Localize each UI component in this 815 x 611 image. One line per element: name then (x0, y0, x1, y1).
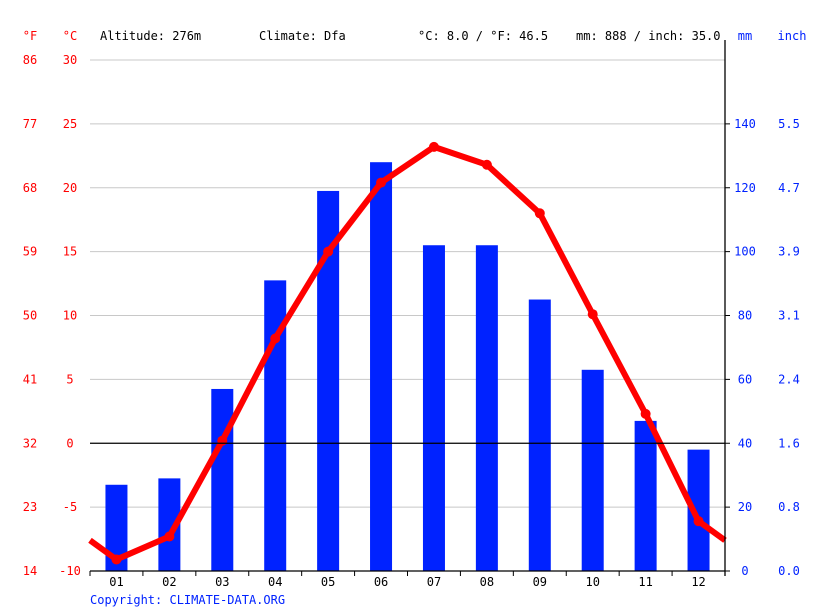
precipitation-bar-08 (475, 245, 498, 572)
temperature-point-02 (164, 531, 175, 542)
celsius-tick-label: -10 (59, 564, 81, 578)
fahrenheit-tick-label: 41 (23, 372, 37, 386)
precipitation-bar-12 (687, 449, 710, 571)
mm-tick-label: 100 (734, 245, 756, 259)
altitude-label: Altitude: 276m (100, 29, 201, 43)
month-label: 11 (638, 575, 652, 589)
month-label: 02 (162, 575, 176, 589)
celsius-tick-label: 5 (66, 372, 73, 386)
celsius-tick-label: 10 (63, 309, 77, 323)
month-label: 04 (268, 575, 282, 589)
temperature-point-03 (217, 435, 228, 446)
copyright-link[interactable]: Copyright: CLIMATE-DATA.ORG (90, 593, 285, 607)
precipitation-bar-10 (581, 369, 604, 571)
month-label: 01 (109, 575, 123, 589)
fahrenheit-tick-label: 14 (23, 564, 37, 578)
climate-label: Climate: Dfa (259, 29, 346, 43)
precip-total-label: mm: 888 / inch: 35.0 (576, 29, 721, 43)
fahrenheit-tick-label: 32 (23, 436, 37, 450)
inch-tick-label: 3.1 (778, 309, 800, 323)
temperature-point-04 (270, 333, 281, 344)
precipitation-bar-07 (422, 245, 445, 572)
month-label: 06 (374, 575, 388, 589)
mm-tick-label: 40 (738, 436, 752, 450)
fahrenheit-unit-label: °F (23, 29, 37, 43)
celsius-tick-label: 30 (63, 53, 77, 67)
temperature-line (88, 143, 727, 563)
mm-tick-label: 120 (734, 181, 756, 195)
temperature-point-07 (428, 141, 439, 152)
month-label: 07 (427, 575, 441, 589)
month-label: 05 (321, 575, 335, 589)
avg-temp-label: °C: 8.0 / °F: 46.5 (418, 29, 548, 43)
temperature-point-06 (376, 177, 387, 188)
celsius-tick-label: 25 (63, 117, 77, 131)
fahrenheit-tick-label: 77 (23, 117, 37, 131)
temperature-point-10 (587, 309, 598, 320)
celsius-tick-label: 20 (63, 181, 77, 195)
fahrenheit-tick-label: 23 (23, 500, 37, 514)
precipitation-bar-02 (158, 478, 181, 571)
temperature-point-11 (640, 408, 651, 419)
month-label: 08 (480, 575, 494, 589)
precipitation-bar-09 (528, 299, 551, 571)
mm-tick-label: 140 (734, 117, 756, 131)
inch-tick-label: 2.4 (778, 372, 800, 386)
precipitation-bar-06 (370, 162, 393, 571)
celsius-unit-label: °C (63, 29, 77, 43)
precipitation-bar-01 (105, 484, 128, 571)
celsius-tick-label: 15 (63, 245, 77, 259)
precipitation-bar-11 (634, 420, 657, 571)
celsius-tick-label: 0 (66, 436, 73, 450)
temperature-point-01 (111, 554, 122, 565)
temperature-point-09 (534, 208, 545, 219)
fahrenheit-tick-label: 50 (23, 309, 37, 323)
mm-tick-label: 80 (738, 309, 752, 323)
inch-tick-label: 4.7 (778, 181, 800, 195)
month-label: 12 (691, 575, 705, 589)
temperature-point-08 (481, 159, 492, 170)
mm-tick-label: 60 (738, 372, 752, 386)
inch-tick-label: 0.8 (778, 500, 800, 514)
mm-tick-label: 20 (738, 500, 752, 514)
inch-tick-label: 0.0 (778, 564, 800, 578)
month-label: 10 (585, 575, 599, 589)
precipitation-bar-05 (317, 190, 340, 571)
inch-unit-label: inch (778, 29, 807, 43)
mm-tick-label: 0 (741, 564, 748, 578)
month-label: 03 (215, 575, 229, 589)
fahrenheit-tick-label: 59 (23, 245, 37, 259)
temperature-point-12 (693, 516, 704, 527)
celsius-tick-label: -5 (63, 500, 77, 514)
month-label: 09 (533, 575, 547, 589)
fahrenheit-tick-label: 86 (23, 53, 37, 67)
inch-tick-label: 5.5 (778, 117, 800, 131)
fahrenheit-tick-label: 68 (23, 181, 37, 195)
precipitation-bar-03 (211, 388, 234, 571)
temperature-point-05 (323, 246, 334, 257)
inch-tick-label: 3.9 (778, 245, 800, 259)
inch-tick-label: 1.6 (778, 436, 800, 450)
mm-unit-label: mm (738, 29, 752, 43)
